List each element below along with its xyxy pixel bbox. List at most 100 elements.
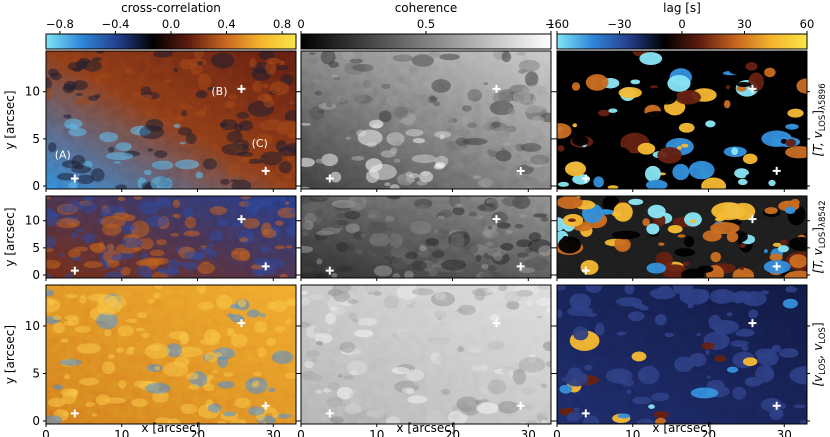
colorbar-ticklabel-lag: −30 bbox=[607, 17, 631, 31]
marker-plus-3 bbox=[516, 401, 525, 410]
noise-overlay bbox=[46, 51, 296, 189]
x-tick-label: 30 bbox=[521, 428, 536, 437]
noise-overlay bbox=[301, 51, 551, 189]
y-tick-label: 0 bbox=[32, 268, 40, 282]
colorbar-label-correlation: cross-correlation bbox=[121, 1, 221, 15]
row-labels: [T, vLOS]λ5896 [T, vLOS]λ8542 [vLOS, vLOS] bbox=[811, 83, 828, 386]
colorbar-ticklabel-correlation: 0.4 bbox=[217, 17, 235, 31]
noise-overlay bbox=[301, 196, 551, 278]
marker-plus-2 bbox=[748, 84, 757, 93]
row-label-3: [vLOS, vLOS] bbox=[811, 322, 828, 386]
x-tick-label: 20 bbox=[190, 428, 205, 437]
x-axis-label: x [arcsec] bbox=[396, 421, 455, 435]
noise-overlay bbox=[557, 196, 807, 278]
x-axis-label: x [arcsec] bbox=[652, 421, 711, 435]
panel-r2-c3 bbox=[557, 196, 807, 278]
colorbar-lag bbox=[556, 33, 808, 50]
marker-plus-1 bbox=[70, 266, 79, 275]
marker-plus-3 bbox=[261, 401, 270, 410]
panel-r2-c1 bbox=[46, 196, 296, 278]
colorbar-ticklabel-correlation: 0.8 bbox=[273, 17, 291, 31]
marker-plus-1 bbox=[581, 409, 590, 418]
y-tick-label: 10 bbox=[25, 214, 40, 228]
colorbar-ticklabel-lag: −60 bbox=[545, 17, 569, 31]
marker-plus-2 bbox=[237, 319, 246, 328]
colorbar-ticklabel-lag: 0 bbox=[678, 17, 685, 31]
x-tick-label: 0 bbox=[297, 428, 305, 437]
marker-plus-3 bbox=[261, 262, 270, 271]
marker-label-2: (B) bbox=[211, 85, 227, 98]
marker-label-3: (C) bbox=[252, 137, 268, 150]
colorbar-ticklabel-lag: 60 bbox=[800, 17, 815, 31]
marker-plus-1 bbox=[325, 409, 334, 418]
panel-r1-c2 bbox=[301, 51, 551, 189]
x-tick-label: 0 bbox=[553, 428, 561, 437]
marker-plus-2 bbox=[237, 84, 246, 93]
y-tick-label: 5 bbox=[32, 132, 40, 146]
noise-overlay bbox=[301, 285, 551, 424]
x-tick-label: 10 bbox=[625, 428, 640, 437]
row-label-2: [T, vLOS]λ8542 bbox=[811, 200, 828, 273]
panel-frame bbox=[556, 195, 808, 279]
panel-frame bbox=[45, 284, 297, 425]
y-tick-label: 0 bbox=[32, 414, 40, 428]
y-axis-label: y [arcsec] bbox=[3, 325, 17, 384]
x-tick-label: 30 bbox=[266, 428, 281, 437]
marker-label-1: (A) bbox=[55, 148, 71, 161]
panel-frame bbox=[300, 195, 552, 279]
colorbar-ticklabel-correlation: 0.0 bbox=[162, 17, 180, 31]
colorbars: cross-correlation −0.8 −0.4 0.0 0.4 0.8 cohere… bbox=[45, 1, 815, 50]
marker-plus-2 bbox=[748, 319, 757, 328]
x-tick-label: 20 bbox=[701, 428, 716, 437]
marker-plus-3 bbox=[516, 262, 525, 271]
marker-plus-2 bbox=[492, 319, 501, 328]
y-tick-label: 5 bbox=[32, 241, 40, 255]
panel-frame bbox=[556, 284, 808, 425]
marker-plus-1 bbox=[581, 266, 590, 275]
panel-r3-c1 bbox=[46, 285, 296, 424]
marker-plus-1 bbox=[581, 174, 590, 183]
colorbar-ticklabel-coherence: 1 bbox=[547, 17, 554, 31]
panel-r1-c3 bbox=[557, 51, 807, 189]
marker-plus-1 bbox=[70, 409, 79, 418]
noise-overlay bbox=[46, 285, 296, 424]
x-tick-label: 20 bbox=[445, 428, 460, 437]
y-tick-label: 0 bbox=[32, 179, 40, 193]
noise-overlay bbox=[557, 51, 807, 189]
colorbar-ticklabel-correlation: −0.8 bbox=[46, 17, 74, 31]
colorbar-label-lag: lag [s] bbox=[663, 1, 701, 15]
marker-plus-3 bbox=[261, 166, 270, 175]
colorbar-ticklabel-correlation: −0.4 bbox=[101, 17, 129, 31]
marker-plus-1 bbox=[325, 266, 334, 275]
panel-frame bbox=[45, 195, 297, 279]
y-axis-label: y [arcsec] bbox=[3, 207, 17, 266]
marker-plus-2 bbox=[492, 84, 501, 93]
colorbar-label-coherence: coherence bbox=[395, 1, 458, 15]
axes: 0 5 10 y [arcsec] 0 5 10 y [arcsec] 0 5 10 y [arcse… bbox=[3, 85, 792, 437]
x-tick-label: 30 bbox=[777, 428, 792, 437]
panel-r1-c1 bbox=[46, 51, 296, 189]
panel-frame bbox=[300, 284, 552, 425]
colorbar-ticklabel-coherence: 0.5 bbox=[417, 17, 435, 31]
y-tick-label: 5 bbox=[32, 367, 40, 381]
y-tick-label: 10 bbox=[25, 319, 40, 333]
marker-plus-1 bbox=[325, 174, 334, 183]
y-axis-label: y [arcsec] bbox=[3, 90, 17, 149]
noise-overlay bbox=[46, 196, 296, 278]
marker-plus-2 bbox=[492, 215, 501, 224]
x-tick-label: 10 bbox=[114, 428, 129, 437]
x-tick-label: 0 bbox=[42, 428, 50, 437]
marker-plus-3 bbox=[772, 401, 781, 410]
y-tick-label: 10 bbox=[25, 85, 40, 99]
marker-plus-3 bbox=[772, 166, 781, 175]
map-panels: (A) (B) (C) bbox=[43, 50, 810, 427]
panel-frame bbox=[556, 50, 808, 190]
colorbar-ticklabel-coherence: 0 bbox=[297, 17, 304, 31]
panel-r2-c2 bbox=[301, 196, 551, 278]
x-axis-label: x [arcsec] bbox=[141, 421, 200, 435]
panel-r3-c3 bbox=[557, 285, 807, 424]
noise-overlay bbox=[557, 285, 807, 424]
marker-plus-2 bbox=[237, 215, 246, 224]
panel-r3-c2 bbox=[301, 285, 551, 424]
